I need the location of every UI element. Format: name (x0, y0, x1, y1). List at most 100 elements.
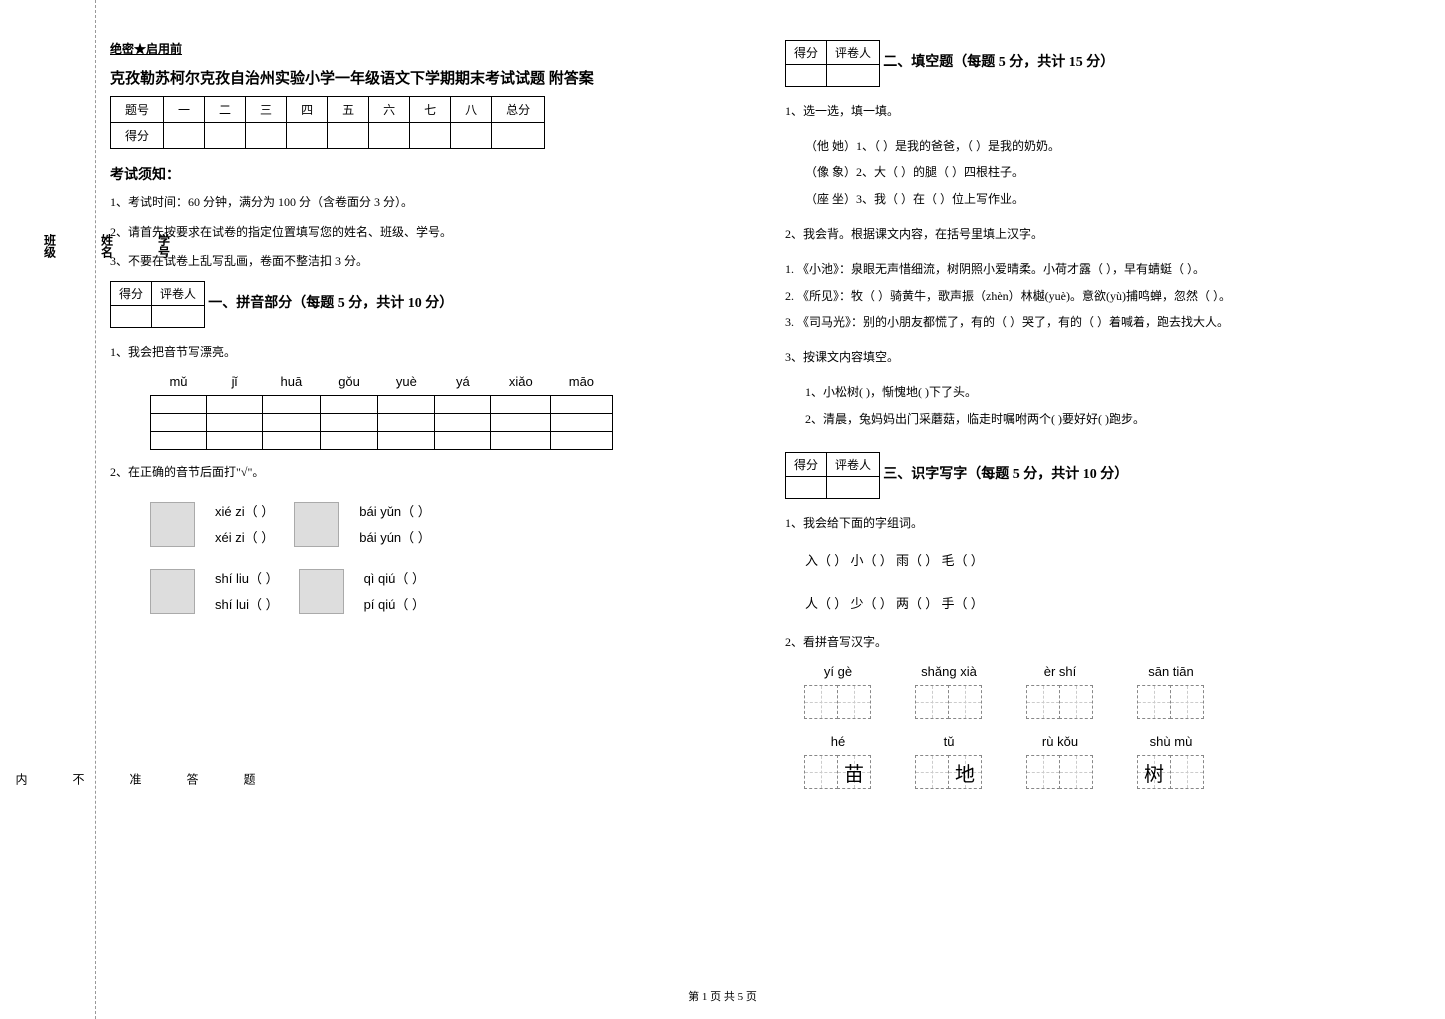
exam-instructions: 1、考试时间：60 分钟，满分为 100 分（含卷面分 3 分）。 2、请首先按… (110, 192, 755, 273)
pinyin-label: tǔ (944, 734, 955, 749)
fill-line: 2. 《所见》：牧（ ）骑黄牛，歌声振（zhèn）林樾(yuè)。意欲(yù)捕… (785, 283, 1430, 309)
dotted-label: 不 (70, 773, 87, 785)
char-box (804, 755, 838, 789)
vertical-binding-labels: 学号 姓名 班级 学校 乡镇（街道） 题 答 准 不 内 线 封 密 (10, 0, 90, 1019)
fill-line: 2、清晨，兔妈妈出门采蘑菇，临走时嘱咐两个( )要好好( )跑步。 (805, 406, 1430, 432)
th: 一 (164, 97, 205, 123)
th: 总分 (492, 97, 545, 123)
pinyin-write-table: mǔ jǐ huā gǒu yuè yá xiǎo māo (150, 374, 613, 450)
char-box (1026, 685, 1060, 719)
vlabel: 学校 (0, 234, 2, 306)
pinyin: yá (435, 374, 491, 396)
pinyin-label: yí gè (824, 664, 852, 679)
fill-line: （像 象）2、大（ ）的腿（ ）四根柱子。 (805, 159, 1430, 185)
char-box (915, 685, 949, 719)
page-footer: 第 1 页 共 5 页 (0, 988, 1445, 1004)
score-label: 得分 (786, 41, 827, 65)
pinyin-label: shù mù (1150, 734, 1193, 749)
instruction-item: 2、请首先按要求在试卷的指定位置填写您的姓名、班级、学号。 (110, 222, 755, 244)
opt: qì qiú（ ） (364, 566, 425, 592)
pinyin-label: shǎng xià (921, 664, 977, 679)
opt: xéi zi（ ） (215, 525, 274, 551)
pinyin: xiǎo (491, 374, 551, 396)
secret-label: 绝密★启用前 (110, 40, 755, 57)
opt: bái yǔn（ ） (359, 499, 431, 525)
section-3-heading: 三、识字写字（每题 5 分，共计 10 分） (883, 463, 1128, 483)
grader-label: 评卷人 (827, 453, 880, 477)
char-box (804, 685, 838, 719)
pinyin: yuè (378, 374, 435, 396)
fold-line (95, 0, 96, 1019)
image-placeholder-cloud (294, 502, 339, 547)
opt: xié zi（ ） (215, 499, 274, 525)
pinyin: mǔ (151, 374, 207, 396)
q3-1: 1、我会给下面的字组词。 (785, 511, 1430, 535)
q3-2: 2、看拼音写汉字。 (785, 630, 1430, 654)
char-box (837, 685, 871, 719)
pinyin-label: èr shí (1044, 664, 1077, 679)
char-box-filled: 苗 (837, 755, 871, 789)
q1-2: 2、在正确的音节后面打"√"。 (110, 460, 755, 484)
fill-line: （座 坐）3、我（ ）在（ ）位上写作业。 (805, 186, 1430, 212)
th: 四 (287, 97, 328, 123)
grader-label: 评卷人 (152, 281, 205, 305)
pinyin-label: sān tiān (1148, 664, 1194, 679)
hanzi-row: yí gè shǎng xià èr shí sān tiān (805, 664, 1430, 719)
th: 五 (328, 97, 369, 123)
grader-label: 评卷人 (827, 41, 880, 65)
pinyin: gǒu (320, 374, 378, 396)
q2-2: 2、我会背。根据课文内容，在括号里填上汉字。 (785, 222, 1430, 246)
opt: shí lui（ ） (215, 592, 279, 618)
q1-1: 1、我会把音节写漂亮。 (110, 340, 755, 364)
pinyin-label: rù kǒu (1042, 734, 1078, 749)
image-placeholder-shoes (150, 502, 195, 547)
instruction-item: 1、考试时间：60 分钟，满分为 100 分（含卷面分 3 分）。 (110, 192, 755, 214)
score-entry-box: 得分评卷人 (785, 40, 880, 87)
th: 题号 (111, 97, 164, 123)
left-column: 绝密★启用前 克孜勒苏柯尔克孜自治州实验小学一年级语文下学期期末考试试题 附答案… (110, 40, 755, 804)
char-box (1137, 685, 1171, 719)
pinyin: huā (263, 374, 321, 396)
image-placeholder-pomegranate (150, 569, 195, 614)
char-group-line: 人（ ） 少（ ） 两（ ） 手（ ） (805, 588, 1430, 621)
th: 六 (369, 97, 410, 123)
score-summary-table: 题号 一 二 三 四 五 六 七 八 总分 得分 (110, 96, 545, 149)
opt: pí qiú（ ） (364, 592, 425, 618)
td: 得分 (111, 123, 164, 149)
fill-line: 1、小松树( )，惭愧地( )下了头。 (805, 379, 1430, 405)
th: 八 (451, 97, 492, 123)
vlabel: 班级 (42, 234, 59, 306)
char-box (1026, 755, 1060, 789)
section-1-heading: 一、拼音部分（每题 5 分，共计 10 分） (208, 292, 453, 312)
score-entry-box: 得分评卷人 (785, 452, 880, 499)
pinyin-label: hé (831, 734, 845, 749)
char-group-line: 入（ ） 小（ ） 雨（ ） 毛（ ） (805, 545, 1430, 578)
fill-line: 3. 《司马光》：别的小朋友都慌了，有的（ ）哭了，有的（ ）着喊着，跑去找大人… (785, 309, 1430, 335)
q2-3: 3、按课文内容填空。 (785, 345, 1430, 369)
char-box (915, 755, 949, 789)
pinyin-choice-row: xié zi（ ） xéi zi（ ） bái yǔn（ ） bái yún（ … (150, 499, 755, 551)
char-box (1170, 755, 1204, 789)
pinyin-choice-row: shí liu（ ） shí lui（ ） qì qiú（ ） pí qiú（ … (150, 566, 755, 618)
instruction-item: 3、不要在试卷上乱写乱画，卷面不整洁扣 3 分。 (110, 251, 755, 273)
pinyin: jǐ (207, 374, 263, 396)
table-row: 得分 (111, 123, 545, 149)
hanzi-row: hé 苗 tǔ 地 rù kǒu (805, 734, 1430, 789)
table-row: 题号 一 二 三 四 五 六 七 八 总分 (111, 97, 545, 123)
th: 二 (205, 97, 246, 123)
char-box (948, 685, 982, 719)
char-box (1059, 685, 1093, 719)
image-placeholder-balloon (299, 569, 344, 614)
char-box-filled: 树 (1137, 755, 1171, 789)
pinyin: māo (551, 374, 612, 396)
dotted-label: 内 (13, 773, 30, 785)
right-column: 得分评卷人 二、填空题（每题 5 分，共计 15 分） 1、选一选，填一填。 （… (785, 40, 1430, 804)
th: 七 (410, 97, 451, 123)
fill-line: （他 她）1、（ ）是我的爸爸，（ ）是我的奶奶。 (805, 133, 1430, 159)
q2-1: 1、选一选，填一填。 (785, 99, 1430, 123)
opt: shí liu（ ） (215, 566, 279, 592)
char-box (1170, 685, 1204, 719)
section-2-heading: 二、填空题（每题 5 分，共计 15 分） (883, 51, 1114, 71)
th: 三 (246, 97, 287, 123)
char-box (1059, 755, 1093, 789)
